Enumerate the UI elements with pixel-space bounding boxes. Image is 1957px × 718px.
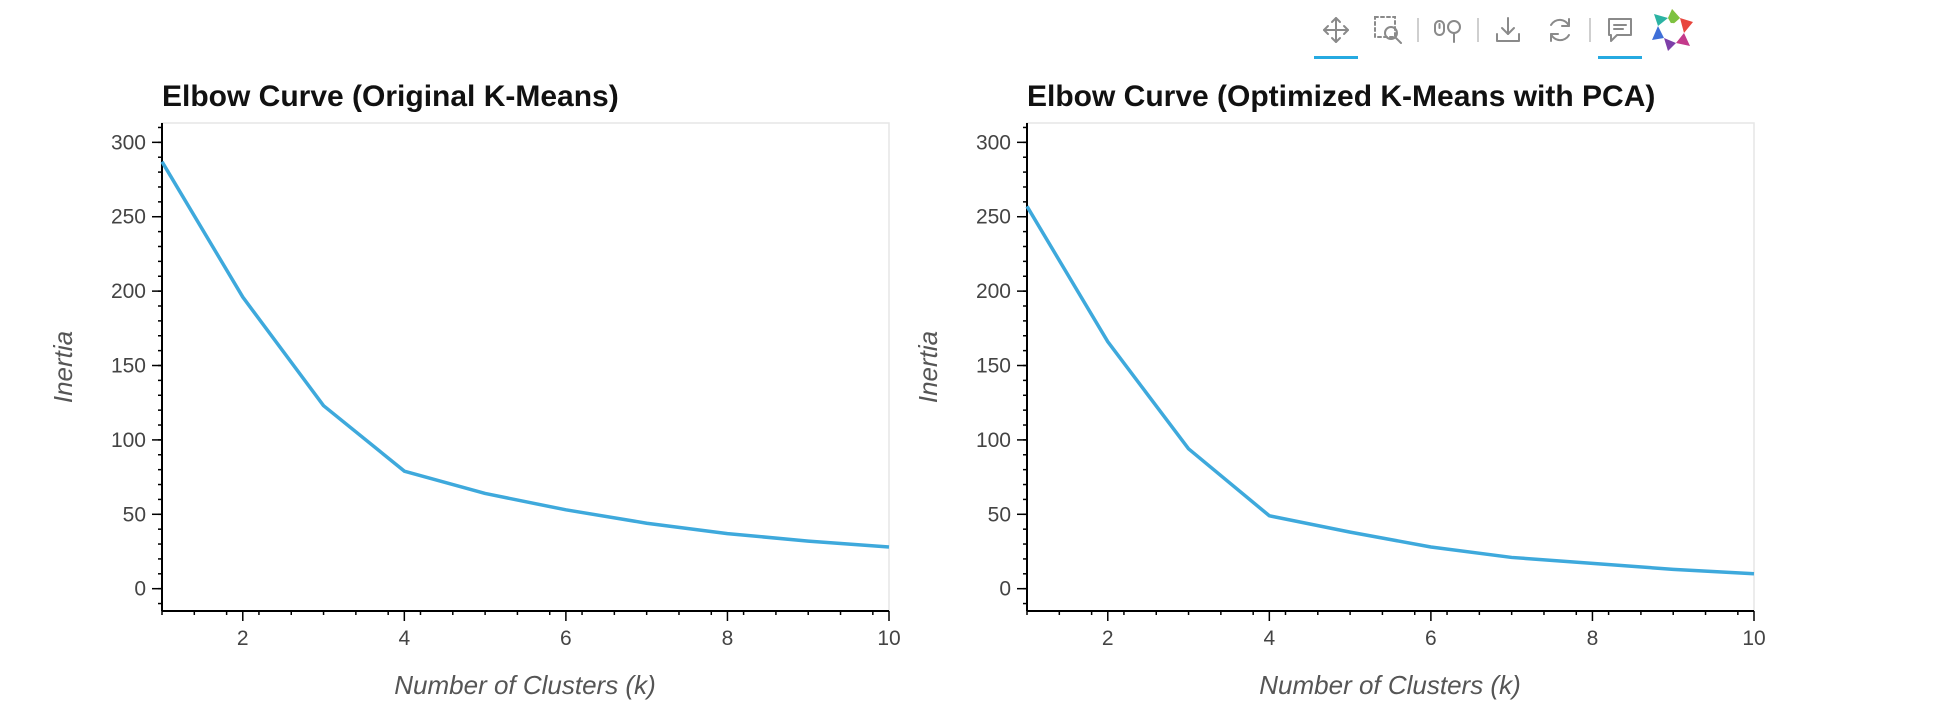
x-tick-label: 2 bbox=[237, 627, 249, 650]
y-tick-label: 150 bbox=[111, 355, 146, 378]
chart-title: Elbow Curve (Original K-Means) bbox=[162, 80, 619, 113]
x-axis: 2 4 6 8 10 bbox=[161, 610, 901, 650]
bokeh-logo-icon bbox=[1652, 9, 1693, 51]
y-tick-label: 200 bbox=[111, 280, 146, 303]
y-tick-label: 200 bbox=[976, 280, 1011, 303]
toolbar-divider bbox=[1477, 18, 1479, 42]
toolbar-divider bbox=[1589, 18, 1591, 42]
save-tool-button[interactable] bbox=[1482, 3, 1534, 57]
y-tick-label: 50 bbox=[123, 503, 146, 526]
bokeh-logo[interactable] bbox=[1646, 3, 1698, 57]
hover-tool-button[interactable] bbox=[1594, 3, 1646, 59]
box-zoom-icon bbox=[1374, 16, 1402, 44]
y-tick-label: 50 bbox=[988, 503, 1011, 526]
y-tick-label: 300 bbox=[111, 131, 146, 154]
x-tick-label: 2 bbox=[1102, 627, 1114, 650]
chart-title: Elbow Curve (Optimized K-Means with PCA) bbox=[1027, 80, 1655, 113]
y-axis-label: Inertia bbox=[913, 331, 943, 403]
toolbar-divider bbox=[1417, 18, 1419, 42]
x-axis-label: Number of Clusters (k) bbox=[394, 670, 656, 700]
chart-optimized-kmeans-pca: Elbow Curve (Optimized K-Means with PCA)… bbox=[913, 80, 1766, 700]
reset-tool-button[interactable] bbox=[1534, 3, 1586, 57]
chart-original-kmeans: Elbow Curve (Original K-Means) 0 50 100 150… bbox=[48, 80, 901, 700]
plot-frame bbox=[161, 122, 890, 612]
series-line bbox=[160, 160, 890, 549]
download-icon bbox=[1496, 17, 1520, 42]
x-tick-label: 8 bbox=[722, 627, 734, 650]
y-tick-label: 0 bbox=[999, 578, 1011, 601]
y-tick-label: 100 bbox=[111, 429, 146, 452]
plot-frame bbox=[1026, 122, 1755, 612]
y-tick-label: 150 bbox=[976, 355, 1011, 378]
x-tick-label: 6 bbox=[560, 627, 572, 650]
reset-icon bbox=[1550, 18, 1570, 42]
move-arrows-icon bbox=[1323, 17, 1349, 43]
y-tick-label: 250 bbox=[976, 206, 1011, 229]
pan-tool-button[interactable] bbox=[1310, 3, 1362, 59]
y-axis-label: Inertia bbox=[48, 331, 78, 403]
plot-toolbar bbox=[1310, 0, 1698, 60]
series-line bbox=[1025, 205, 1755, 576]
y-axis: 0 50 100 150 200 250 300 bbox=[111, 123, 163, 611]
y-tick-label: 250 bbox=[111, 206, 146, 229]
y-tick-label: 100 bbox=[976, 429, 1011, 452]
x-tick-label: 4 bbox=[1263, 627, 1275, 650]
x-tick-label: 10 bbox=[1742, 627, 1765, 650]
box-zoom-tool-button[interactable] bbox=[1362, 3, 1414, 57]
x-tick-label: 8 bbox=[1587, 627, 1599, 650]
x-tick-label: 10 bbox=[877, 627, 900, 650]
y-tick-label: 0 bbox=[134, 578, 146, 601]
y-tick-label: 300 bbox=[976, 131, 1011, 154]
wheel-zoom-tool-button[interactable] bbox=[1422, 3, 1474, 57]
wheel-zoom-icon bbox=[1434, 20, 1461, 43]
x-tick-label: 6 bbox=[1425, 627, 1437, 650]
y-axis: 0 50 100 150 200 250 300 bbox=[976, 123, 1028, 611]
tooltip-icon bbox=[1608, 18, 1632, 42]
x-tick-label: 4 bbox=[398, 627, 410, 650]
x-axis-label: Number of Clusters (k) bbox=[1259, 670, 1521, 700]
x-axis: 2 4 6 8 10 bbox=[1026, 610, 1766, 650]
